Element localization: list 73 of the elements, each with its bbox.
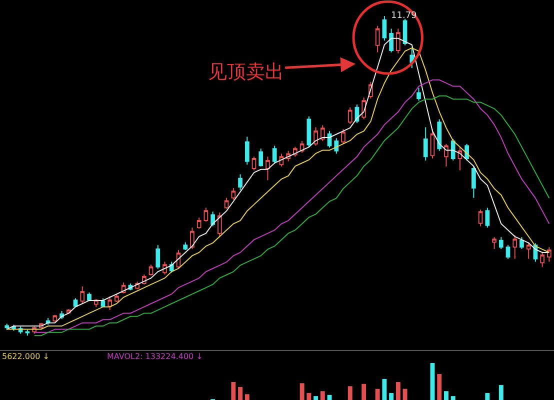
bar (375, 388, 380, 400)
bar (444, 391, 448, 400)
candlestick (218, 212, 222, 238)
candlestick (258, 148, 264, 168)
bar (238, 386, 242, 400)
candlestick (306, 116, 312, 148)
bar (389, 393, 394, 400)
candlestick (444, 143, 448, 168)
candlestick (520, 236, 524, 250)
bar (306, 393, 312, 400)
bar (300, 383, 304, 400)
candlestick (190, 227, 194, 250)
bar (396, 382, 400, 400)
candlestick (485, 207, 490, 228)
candlestick (389, 28, 394, 53)
bar (348, 386, 352, 400)
candlestick (204, 207, 208, 222)
bar (244, 394, 250, 400)
bar (498, 385, 504, 400)
candlestick (506, 244, 510, 260)
bar (382, 378, 387, 400)
bar (485, 393, 490, 400)
candlestick (341, 128, 346, 144)
bar (231, 382, 236, 400)
candlestick (348, 106, 352, 125)
bar (450, 396, 456, 400)
candlestick (430, 128, 435, 160)
candlestick (244, 136, 250, 166)
candlestick (492, 236, 496, 250)
candlestick (196, 217, 202, 230)
candlestick (472, 166, 476, 198)
candlestick (114, 294, 119, 303)
candlestick (416, 87, 421, 102)
candlestick (410, 48, 414, 69)
candlestick (526, 242, 531, 260)
candlestick (272, 145, 277, 164)
candlestick (498, 236, 504, 250)
candlestick (238, 174, 242, 191)
candlestick (252, 156, 256, 171)
candlestick (156, 244, 160, 270)
bar (327, 394, 332, 400)
candlestick (375, 25, 380, 53)
bar (402, 388, 408, 400)
candlestick (382, 15, 387, 42)
candlestick (52, 314, 58, 322)
candlestick (512, 234, 518, 260)
candlestick (314, 126, 318, 146)
candlestick (423, 126, 428, 161)
candlestick (224, 197, 229, 210)
candlestick (396, 28, 400, 54)
bar (362, 384, 366, 400)
candlestick (540, 251, 545, 268)
bar (430, 363, 435, 400)
text: MAVOL2: 133224.400 ↓ (107, 352, 203, 361)
candlestick (148, 264, 154, 276)
candlestick (547, 246, 552, 262)
candlestick (231, 187, 236, 200)
bar (437, 374, 442, 400)
candlestick (87, 292, 92, 302)
annotation: 见顶卖出 (208, 61, 284, 83)
candlestick (4, 323, 10, 330)
candlestick (334, 138, 339, 154)
candlestick (183, 242, 188, 250)
candlestick (478, 209, 483, 227)
candlestick (108, 296, 112, 311)
candlestick (266, 156, 270, 181)
candlestick (320, 124, 325, 142)
bar (320, 391, 325, 400)
candlestick (437, 118, 442, 152)
text: 5622.000 ↓ (2, 352, 50, 361)
candlestick (80, 286, 85, 304)
candlestick (210, 211, 215, 227)
bar (314, 396, 318, 400)
